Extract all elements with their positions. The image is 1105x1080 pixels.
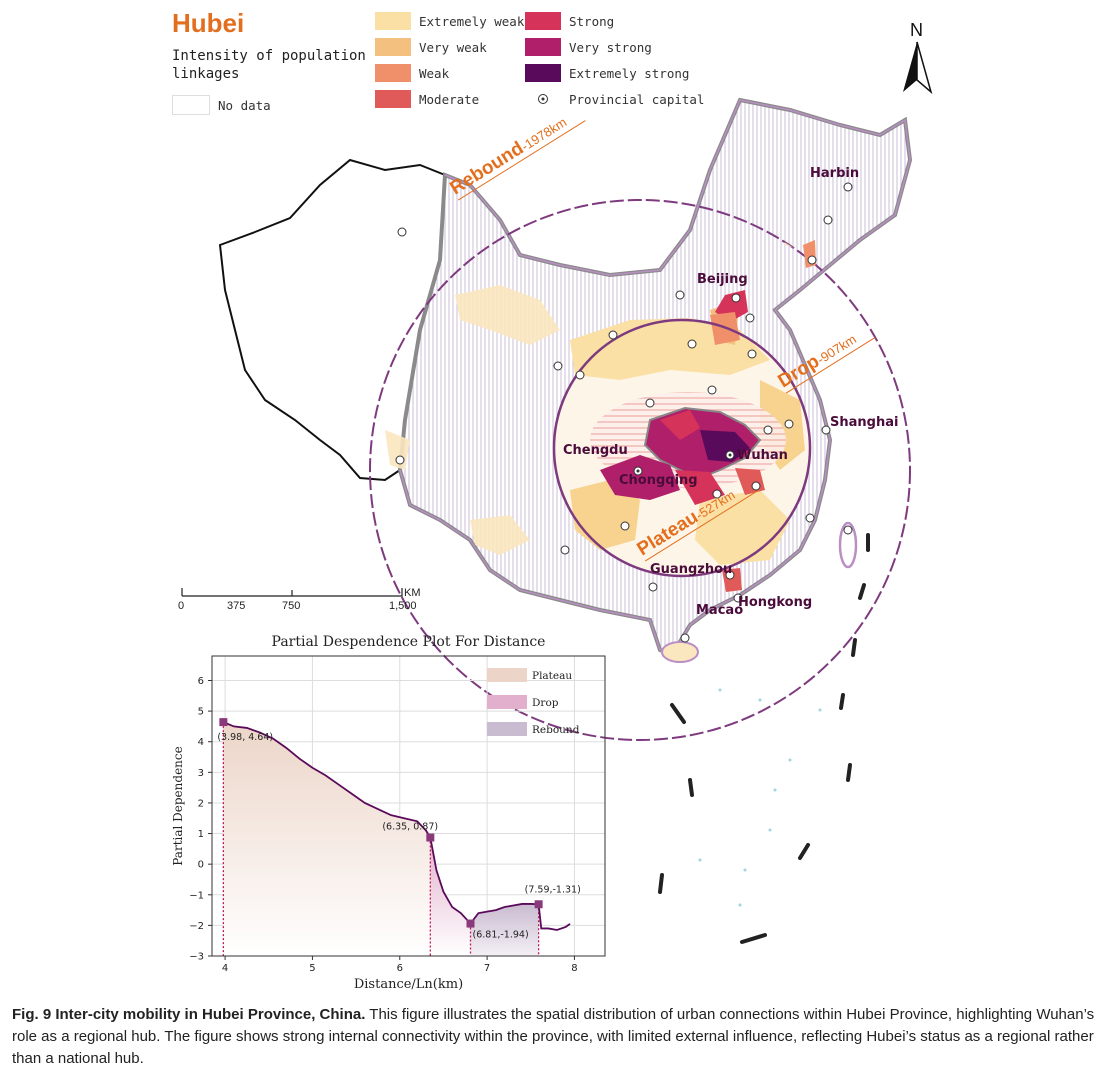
y-tick-label-1: −2 — [189, 921, 204, 932]
x-tick-label-4: 8 — [571, 963, 577, 974]
legend-subtitle-line1: Intensity of population — [172, 48, 366, 64]
y-tick-label-2: −1 — [189, 890, 204, 901]
legend-item-capital: Provincial capital — [525, 90, 704, 108]
legend-label-6: Extremely strong — [569, 65, 690, 81]
figure-caption: Fig. 9 Inter-city mobility in Hubei Prov… — [12, 1004, 1097, 1070]
annotation-marker-2 — [466, 919, 475, 928]
city-label-hongkong: Hongkong — [738, 595, 813, 610]
svg-text:Rebound-1978km: Rebound-1978km — [447, 111, 571, 199]
legend-label-no-data: No data — [218, 97, 271, 113]
chart-legend-label-1: Drop — [532, 697, 559, 709]
x-tick-label-0: 4 — [222, 963, 228, 974]
legend-label-3: Moderate — [419, 91, 480, 107]
plateau-area — [223, 722, 431, 956]
y-tick-label-3: 0 — [198, 860, 204, 871]
capital-marker-icon — [525, 90, 561, 108]
scale-tick-0: 0 — [178, 600, 184, 612]
annotation-marker-3 — [534, 900, 543, 909]
rebound-ring — [369, 199, 911, 741]
y-tick-label-9: 6 — [198, 676, 204, 687]
rebound-dist: -1978km — [518, 114, 569, 154]
chart-legend-swatch-2 — [487, 722, 527, 736]
south-china-sea-line — [658, 533, 870, 944]
legend-province-title: Hubei — [172, 8, 245, 38]
y-tick-label-8: 5 — [198, 707, 204, 718]
legend-label-5: Very strong — [569, 39, 652, 55]
pdp-series-line — [223, 721, 571, 931]
caption-text: This figure illustrates the spatial dist… — [12, 1006, 1095, 1067]
y-tick-label-6: 3 — [198, 768, 204, 779]
x-tick-label-1: 5 — [309, 963, 315, 974]
city-label-chengdu: Chengdu — [563, 443, 628, 458]
y-tick-label-5: 2 — [198, 798, 204, 809]
annotation-label-0: (3.98, 4.64) — [217, 732, 273, 743]
provincial-capitals — [395, 182, 853, 643]
islands — [698, 688, 822, 907]
city-label-chongqing: Chongqing — [619, 473, 698, 488]
legend-label-4: Strong — [569, 13, 615, 29]
legend-swatch-2 — [375, 64, 411, 82]
city-label-wuhan: Wuhan — [737, 448, 788, 463]
rebound-word: Rebound — [447, 138, 528, 199]
legend-label-1: Very weak — [419, 39, 487, 55]
scale-tick-375: 375 — [227, 600, 245, 612]
x-tick-label-2: 6 — [397, 963, 403, 974]
y-tick-label-7: 4 — [198, 737, 204, 748]
china-map: N Rebound-1978km Drop-907km Plateau-527k… — [178, 20, 933, 944]
legend-item-2: Weak — [375, 64, 449, 82]
city-label-beijing: Beijing — [697, 272, 748, 287]
hubei-province — [600, 406, 765, 505]
drop-area — [430, 837, 471, 956]
legend-label-2: Weak — [419, 65, 450, 81]
annotation-marker-0 — [219, 718, 228, 727]
annotation-marker-1 — [426, 833, 435, 842]
y-tick-label-0: −3 — [189, 952, 204, 963]
legend-swatch-0 — [375, 12, 411, 30]
chart-legend-swatch-0 — [487, 668, 527, 682]
plot-frame — [211, 655, 606, 957]
chart-legend-label-2: Rebound — [532, 724, 580, 736]
legend-item-1: Very weak — [375, 38, 487, 56]
rebound-area — [470, 903, 539, 956]
scale-tick-750: 750 — [282, 600, 300, 612]
legend-item-no-data: No data — [172, 95, 271, 115]
legend-swatch-4 — [525, 12, 561, 30]
x-axis-label: Distance/Ln(km) — [354, 977, 463, 992]
y-tick-label-4: 1 — [198, 829, 204, 840]
legend-label-capital: Provincial capital — [569, 91, 705, 107]
legend-item-5: Very strong — [525, 38, 652, 56]
legend-swatch-6 — [525, 64, 561, 82]
chart-title: Partial Despendence Plot For Distance — [272, 634, 546, 650]
x-tick-label-3: 7 — [484, 963, 490, 974]
legend-item-4: Strong — [525, 12, 614, 30]
city-label-shanghai: Shanghai — [830, 415, 899, 430]
drop-ring — [552, 318, 812, 578]
legend-swatch-1 — [375, 38, 411, 56]
annotation-label-1: (6.35, 0.87) — [382, 822, 438, 833]
partial-dependence-chart: Partial Despendence Plot For Distance (3.… — [171, 634, 606, 992]
legend-item-3: Moderate — [375, 90, 479, 108]
scale-unit: KM — [404, 587, 421, 599]
annotation-label-2: (6.81,-1.94) — [473, 930, 529, 941]
legend-item-0: Extremely weak — [375, 12, 524, 30]
legend-swatch-no-data — [172, 95, 210, 115]
legend-subtitle: Intensity of population linkages — [172, 47, 366, 83]
y-axis-label: Partial Dependence — [171, 746, 185, 865]
chart-legend-label-0: Plateau — [532, 670, 572, 682]
north-label: N — [910, 20, 923, 40]
north-arrow-icon — [903, 41, 933, 95]
legend-label-0: Extremely weak — [419, 13, 525, 29]
caption-bold: Fig. 9 Inter-city mobility in Hubei Prov… — [12, 1006, 366, 1023]
annotation-label-3: (7.59,-1.31) — [525, 884, 581, 895]
city-label-harbin: Harbin — [810, 166, 860, 181]
city-label-macao: Macao — [696, 603, 744, 618]
legend-item-6: Extremely strong — [525, 64, 689, 82]
scale-tick-1500: 1,500 — [389, 600, 417, 612]
scale-bar: 0 375 750 1,500 KM — [178, 587, 421, 612]
chart-legend-swatch-1 — [487, 695, 527, 709]
legend-swatch-5 — [525, 38, 561, 56]
city-label-guangzhou: Guangzhou — [650, 562, 733, 577]
legend-subtitle-line2: linkages — [172, 66, 240, 82]
legend-swatch-3 — [375, 90, 411, 108]
